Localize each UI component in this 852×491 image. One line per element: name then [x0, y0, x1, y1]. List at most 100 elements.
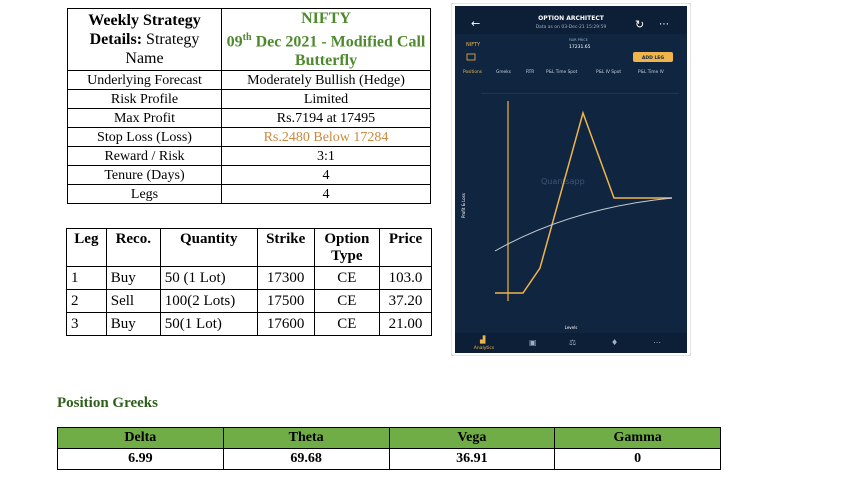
header-cell: Price — [378, 228, 433, 267]
cell: 6.99 — [57, 448, 224, 470]
tab: P&L IV Spot — [596, 69, 621, 75]
cell: 1 — [66, 266, 107, 290]
tab: Positions — [463, 69, 483, 75]
cell: 50(1 Lot) — [159, 312, 258, 336]
row: Max Profit Rs.7194 at 17495 — [67, 108, 431, 129]
t-plus-payoff — [494, 197, 673, 252]
text: Dec 2021 - Modified Call Butterfly — [255, 33, 426, 70]
cell: Moderately Bullish (Hedge) — [221, 70, 431, 91]
cell: 4 — [221, 184, 431, 205]
cell: Legs — [67, 184, 222, 205]
row: Reward / Risk 3:1 — [67, 146, 431, 167]
app-bar — [455, 6, 687, 34]
header-cell: Delta — [57, 427, 224, 449]
nav-icon: ♦ — [611, 338, 618, 347]
axis-label: Profit & Loss — [461, 193, 466, 218]
cell: 103.0 — [378, 266, 433, 290]
cell: NIFTY 09th Dec 2021 - Modified Call Butte… — [221, 7, 431, 72]
row: Legs 4 — [67, 184, 431, 205]
cell: Weekly Strategy Details: Strategy Name — [67, 7, 222, 72]
cell: 17600 — [256, 312, 315, 336]
header-cell: Gamma — [554, 427, 721, 449]
fair-price-line — [507, 101, 509, 301]
cell: 3:1 — [221, 146, 431, 167]
row: Stop Loss (Loss) Rs.2480 Below 17284 — [67, 127, 431, 148]
button-label: ADD LEG — [642, 55, 664, 61]
nav-bar — [455, 333, 687, 353]
cell: 0 — [554, 448, 721, 470]
cell: 50 (1 Lot) — [159, 266, 258, 290]
cell: Rs.7194 at 17495 — [221, 108, 431, 129]
screen — [455, 6, 687, 353]
cell: 37.20 — [378, 289, 433, 313]
nav-icon: ⚖ — [569, 338, 576, 347]
nav-label: Analytics — [474, 345, 495, 351]
cell: CE — [313, 266, 380, 290]
cell: Rs.2480 Below 17284 — [221, 127, 431, 148]
cell: Buy — [105, 312, 161, 336]
row: 1 Buy 50 (1 Lot) 17300 CE 103.0 — [66, 266, 433, 290]
divider — [481, 93, 679, 94]
header-cell: Option Type — [313, 228, 380, 267]
strategy-table: Weekly Strategy Details: Strategy Name N… — [67, 7, 431, 205]
label: Weekly Strategy Details: — [88, 12, 201, 49]
value: 17231.65 — [569, 44, 591, 50]
label: FAIR PRICE — [569, 38, 588, 42]
app-title: OPTION ARCHITECT — [538, 15, 605, 22]
cell: 69.68 — [222, 448, 390, 470]
nav-icon: ⋯ — [653, 338, 661, 347]
tab: P&L Time Spot — [546, 69, 578, 75]
label: Strategy Name — [125, 31, 200, 68]
row: Weekly Strategy Details: Strategy Name N… — [67, 7, 431, 72]
cell: CE — [313, 289, 380, 313]
header-row: Delta Theta Vega Gamma — [57, 427, 721, 449]
app-screenshot: ← OPTION ARCHITECT Data as on 03-Dec-21 … — [451, 3, 691, 356]
expiry-payoff — [495, 110, 672, 294]
cell: Risk Profile — [67, 89, 222, 110]
legs-table: Leg Reco. Quantity Strike Option Type Price 1 B… — [66, 228, 433, 336]
cell: 36.91 — [388, 448, 556, 470]
row: Underlying Forecast Moderately Bullish (H… — [67, 70, 431, 91]
menu-icon: ⋯ — [659, 19, 669, 30]
header-cell: Reco. — [105, 228, 161, 267]
nav-icon: ▣ — [529, 338, 537, 347]
watermark: Quantsapp — [541, 177, 585, 186]
checkbox — [466, 53, 476, 61]
header-cell: Leg — [66, 228, 107, 267]
row: 3 Buy 50(1 Lot) 17600 CE 21.00 — [66, 312, 433, 336]
row: Tenure (Days) 4 — [67, 165, 431, 186]
section-title: Position Greeks — [57, 395, 158, 411]
tabs: Positions Greeks RTR P&L Time Spot P&L IV Sp… — [463, 69, 664, 75]
cell: 100(2 Lots) — [159, 289, 258, 313]
cell: 21.00 — [378, 312, 433, 336]
cell: Max Profit — [67, 108, 222, 129]
header-cell: Strike — [256, 228, 315, 267]
header-cell: Quantity — [159, 228, 258, 267]
symbol: NIFTY — [466, 42, 481, 48]
cell: Buy — [105, 266, 161, 290]
cell: 17300 — [256, 266, 315, 290]
refresh-icon: ↻ — [635, 18, 644, 31]
cell: Underlying Forecast — [67, 70, 222, 91]
cell: 2 — [66, 289, 107, 313]
cell: CE — [313, 312, 380, 336]
cell: Limited — [221, 89, 431, 110]
axis-label: Levels — [565, 325, 578, 330]
app-subtitle: Data as on 03-Dec-21 15:29:59 — [536, 24, 607, 30]
header-cell: Vega — [388, 427, 556, 449]
tab: Greeks — [496, 69, 512, 75]
text: th — [242, 32, 252, 43]
cell: Sell — [105, 289, 161, 313]
cell: Stop Loss (Loss) — [67, 127, 222, 148]
header-row: Leg Reco. Quantity Strike Option Type Price — [66, 228, 433, 267]
nav-icon: ▟ — [480, 335, 486, 344]
row: 6.99 69.68 36.91 0 — [57, 448, 721, 470]
greeks-table: Delta Theta Vega Gamma 6.99 69.68 36.91 0 — [57, 427, 721, 470]
header-cell: Theta — [222, 427, 390, 449]
cell: 3 — [66, 312, 107, 336]
add-leg-button — [633, 52, 673, 62]
cell: 17500 — [256, 289, 315, 313]
cell: Tenure (Days) — [67, 165, 222, 186]
tab: P&L Time IV — [638, 69, 664, 75]
